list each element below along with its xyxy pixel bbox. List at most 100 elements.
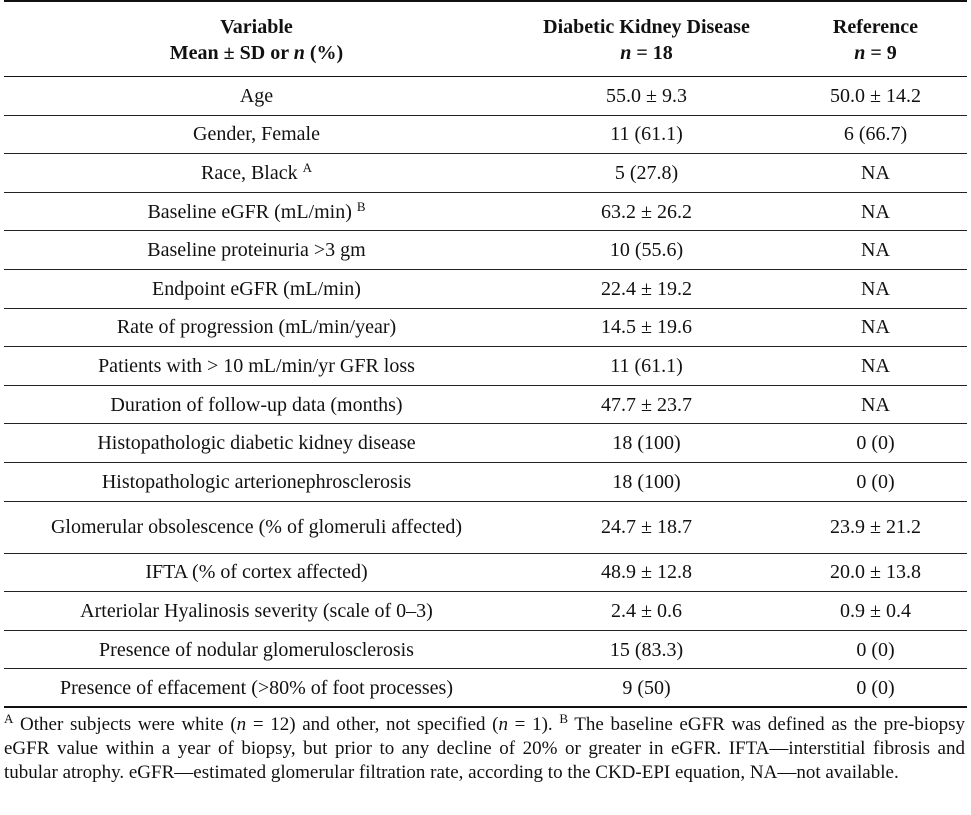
- cell-dkd-value: 11 (61.1): [610, 354, 683, 377]
- cell-variable: Arteriolar Hyalinosis severity (scale of…: [4, 592, 509, 631]
- cell-dkd-value: 47.7 ± 23.7: [601, 393, 692, 416]
- cell-dkd-value: 5 (27.8): [614, 161, 679, 184]
- table-row: Baseline eGFR (mL/min) B 63.2 ± 26.2 NA: [4, 192, 967, 231]
- footnote-marker: A: [302, 159, 312, 175]
- header-row: Variable Mean ± SD or n (%) Diabetic Kid…: [4, 1, 967, 77]
- header-reference-count-value: = 9: [865, 42, 897, 64]
- cell-dkd-value: 2.4 ± 0.6: [611, 599, 682, 622]
- cell-reference-value: 0 (0): [856, 432, 895, 455]
- cell-dkd-value: 14.5 ± 19.6: [601, 316, 692, 339]
- cell-reference-value: 6 (66.7): [843, 123, 908, 146]
- cell-variable: Patients with > 10 mL/min/yr GFR loss: [4, 347, 509, 386]
- table-row: Age 55.0 ± 9.3 50.0 ± 14.2: [4, 77, 967, 116]
- cell-reference-value: NA: [861, 354, 890, 377]
- cell-dkd-value: 18 (100): [612, 470, 681, 493]
- cell-variable: Presence of nodular glomerulosclerosis: [4, 630, 509, 669]
- variable-label: Baseline eGFR (mL/min): [147, 200, 357, 223]
- header-dkd-count-value: = 18: [631, 42, 673, 64]
- header-reference: Reference n = 9: [784, 1, 967, 77]
- header-dkd-title: Diabetic Kidney Disease: [543, 16, 750, 38]
- footnote-n-1: n: [236, 714, 247, 736]
- footnote-marker-b: B: [559, 711, 568, 727]
- cell-reference-value: 0.9 ± 0.4: [840, 599, 911, 622]
- variable-label: IFTA (% of cortex affected): [145, 561, 368, 584]
- header-dkd: Diabetic Kidney Disease n = 18: [509, 1, 784, 77]
- cell-reference-value: NA: [861, 316, 890, 339]
- variable-label: Duration of follow-up data (months): [110, 393, 403, 416]
- header-variable-title: Variable: [220, 16, 293, 38]
- table-row: Gender, Female 11 (61.1) 6 (66.7): [4, 115, 967, 154]
- cell-variable: Glomerular obsolescence (% of glomeruli …: [4, 501, 509, 553]
- cell-reference-value: 23.9 ± 21.2: [830, 516, 921, 539]
- cell-dkd-value: 9 (50): [622, 676, 671, 699]
- cell-reference-value: NA: [861, 200, 890, 223]
- table-row: Baseline proteinuria >3 gm 10 (55.6) NA: [4, 231, 967, 270]
- table-body: Age 55.0 ± 9.3 50.0 ± 14.2 Gender, Female 11…: [4, 77, 967, 708]
- variable-label: Histopathologic diabetic kidney disease: [97, 432, 416, 455]
- cell-variable: IFTA (% of cortex affected): [4, 553, 509, 592]
- cell-variable: Race, Black A: [4, 154, 509, 193]
- variable-label: Gender, Female: [193, 123, 320, 146]
- variable-label: Patients with > 10 mL/min/yr GFR loss: [98, 354, 415, 377]
- variable-label: Glomerular obsolescence (% of glomeruli …: [50, 516, 463, 539]
- cell-reference-value: NA: [861, 161, 890, 184]
- table-row: Arteriolar Hyalinosis severity (scale of…: [4, 592, 967, 631]
- cell-variable: Endpoint eGFR (mL/min): [4, 269, 509, 308]
- header-reference-n: n: [854, 42, 866, 64]
- cell-variable: Duration of follow-up data (months): [4, 385, 509, 424]
- table-figure: Variable Mean ± SD or n (%) Diabetic Kid…: [4, 0, 967, 785]
- cell-dkd-value: 10 (55.6): [609, 239, 684, 262]
- cell-reference-value: NA: [861, 393, 890, 416]
- table-row: Endpoint eGFR (mL/min) 22.4 ± 19.2 NA: [4, 269, 967, 309]
- variable-label: Arteriolar Hyalinosis severity (scale of…: [80, 599, 433, 622]
- cell-reference-value: 0 (0): [856, 638, 895, 661]
- table-row: Presence of nodular glomerulosclerosis 15…: [4, 630, 967, 669]
- cell-dkd-value: 63.2 ± 26.2: [601, 200, 692, 223]
- footnote-text-3: = 1).: [508, 714, 560, 736]
- cell-reference-value: 0 (0): [856, 470, 895, 493]
- cell-reference-value: 0 (0): [856, 676, 895, 699]
- cell-dkd-value: 15 (83.3): [609, 638, 684, 661]
- footnote-text-1: Other subjects were white (: [13, 714, 237, 736]
- table-row: Duration of follow-up data (months) 47.7 …: [4, 385, 967, 424]
- header-variable-subtitle-suffix: (%): [304, 42, 344, 64]
- table-row: Histopathologic diabetic kidney disease 1…: [4, 424, 967, 463]
- table-row: Presence of effacement (>80% of foot pro…: [4, 669, 967, 708]
- table-row: Histopathologic arterionephrosclerosis 18…: [4, 462, 967, 502]
- cell-dkd-value: 22.4 ± 19.2: [601, 277, 692, 300]
- table-row: Glomerular obsolescence (% of glomeruli …: [4, 501, 967, 554]
- cell-dkd-value: 18 (100): [612, 432, 681, 455]
- header-variable: Variable Mean ± SD or n (%): [4, 1, 509, 77]
- variable-label: Race, Black: [200, 161, 303, 184]
- table-footnote: A Other subjects were white (n = 12) and…: [4, 711, 967, 785]
- header-variable-subtitle: Mean ± SD or n (%): [10, 40, 503, 66]
- table-row: IFTA (% of cortex affected) 48.9 ± 12.8 20…: [4, 553, 967, 592]
- variable-label: Baseline proteinuria >3 gm: [147, 239, 366, 262]
- variable-label: Presence of effacement (>80% of foot pro…: [60, 676, 453, 699]
- cell-variable: Age: [4, 77, 509, 116]
- table-row: Patients with > 10 mL/min/yr GFR loss 11 …: [4, 347, 967, 386]
- table-row: Race, Black A 5 (27.8) NA: [4, 154, 967, 193]
- header-variable-subtitle-n: n: [293, 42, 305, 64]
- variable-label: Rate of progression (mL/min/year): [116, 316, 397, 339]
- footnote-marker: B: [356, 198, 366, 214]
- footnote-n-2: n: [498, 714, 509, 736]
- cell-variable: Presence of effacement (>80% of foot pro…: [4, 669, 509, 708]
- header-dkd-count: n = 18: [515, 40, 778, 66]
- cell-variable: Histopathologic diabetic kidney disease: [4, 424, 509, 463]
- table-row: Rate of progression (mL/min/year) 14.5 ± …: [4, 308, 967, 347]
- footnote-text-4: The baseline eGFR was defined as the pre…: [4, 714, 965, 784]
- cell-variable: Rate of progression (mL/min/year): [4, 308, 509, 347]
- cell-reference-value: NA: [861, 239, 890, 262]
- table-header: Variable Mean ± SD or n (%) Diabetic Kid…: [4, 1, 967, 77]
- cell-dkd-value: 55.0 ± 9.3: [606, 84, 687, 107]
- cell-reference-value: NA: [861, 277, 890, 300]
- cell-variable: Gender, Female: [4, 115, 509, 154]
- cell-reference-value: 50.0 ± 14.2: [830, 84, 921, 107]
- patient-characteristics-table: Variable Mean ± SD or n (%) Diabetic Kid…: [4, 0, 967, 708]
- cell-variable: Baseline proteinuria >3 gm: [4, 231, 509, 270]
- cell-dkd-value: 11 (61.1): [610, 123, 683, 146]
- variable-label: Histopathologic arterionephrosclerosis: [101, 470, 412, 493]
- footnote-text-2: = 12) and other, not specified (: [246, 714, 499, 736]
- header-reference-count: n = 9: [790, 40, 961, 66]
